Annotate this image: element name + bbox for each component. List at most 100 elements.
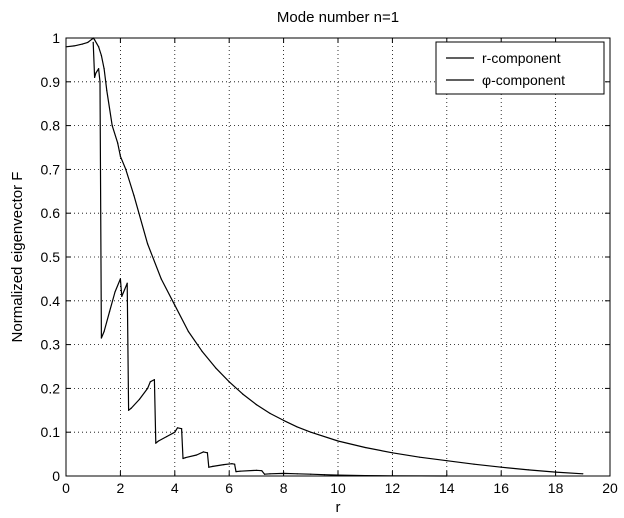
- grid: [66, 38, 610, 476]
- series-0-point: [473, 463, 475, 465]
- chart-title: Mode number n=1: [277, 9, 399, 26]
- series-0-point: [269, 412, 271, 414]
- series-0-point: [296, 426, 298, 428]
- legend: r-component φ-component: [435, 41, 605, 95]
- x-tick-label: 16: [493, 480, 509, 496]
- series-1-point: [195, 454, 198, 456]
- series-1-point: [155, 442, 157, 444]
- series-1-point: [323, 474, 325, 476]
- series-1-point: [93, 76, 96, 79]
- series-0-point: [93, 39, 96, 41]
- series-1-point: [166, 435, 168, 438]
- series-1-point: [261, 470, 263, 472]
- series-1-point: [103, 330, 105, 333]
- series-1-point: [182, 457, 184, 460]
- series-0-point: [364, 446, 366, 449]
- series-1-point: [138, 398, 141, 400]
- series-0-point: [446, 460, 448, 462]
- series-0-point: [228, 381, 230, 383]
- y-tick-label: 0.5: [41, 249, 61, 265]
- series-1-point: [269, 473, 271, 475]
- series-1-point: [149, 381, 151, 383]
- series-0-point: [106, 89, 108, 92]
- y-tick-label: 0.3: [41, 337, 61, 353]
- series-0-point: [73, 45, 75, 47]
- x-tick-label: 4: [171, 480, 179, 496]
- series-1-point: [92, 41, 94, 43]
- y-tick-label: 0.8: [41, 118, 61, 134]
- y-tick-label: 0.9: [41, 74, 61, 90]
- series-0-point: [500, 466, 502, 468]
- series-1-point: [130, 407, 132, 409]
- series-0-point: [242, 393, 244, 395]
- series-1-point: [212, 465, 214, 467]
- series-1-point: [202, 451, 204, 453]
- x-axis-label: r: [336, 499, 341, 516]
- series-1-point: [119, 278, 121, 280]
- legend-label: r-component: [482, 50, 561, 66]
- y-tick-label: 0.4: [41, 293, 61, 309]
- series-0-point: [215, 367, 217, 369]
- x-tick-label: 14: [439, 480, 455, 496]
- x-tick-label: 12: [385, 480, 401, 496]
- series-1-point: [223, 464, 225, 466]
- axis-ticks: 0 2 4 6 8 10 12 14 16 18 20 0 0.1 0.2 0.3 0.4 0.5 0.6 0.7 0…: [41, 30, 618, 496]
- series-0-point: [283, 419, 285, 421]
- series-1-point: [234, 463, 236, 465]
- series-1-point: [121, 295, 123, 298]
- series-0-point: [133, 195, 135, 197]
- x-tick-label: 10: [330, 480, 346, 496]
- series-1-point: [123, 289, 126, 291]
- series-1-point: [263, 473, 266, 475]
- y-tick-label: 0.6: [41, 205, 61, 221]
- series-1-point: [127, 409, 130, 411]
- series-0-point: [391, 452, 393, 454]
- y-tick-label: 0.2: [41, 380, 61, 396]
- series-1-point: [208, 466, 210, 468]
- series-1-point: [108, 311, 111, 313]
- series-1-point: [206, 452, 209, 454]
- series-1-point: [174, 431, 176, 433]
- y-axis-label: Normalized eigenvector F: [9, 172, 26, 343]
- series-1-point: [157, 440, 160, 442]
- x-tick-label: 0: [62, 480, 70, 496]
- series-0-point: [125, 168, 127, 170]
- series-0-point: [87, 41, 89, 43]
- series-1-point: [95, 72, 97, 74]
- series-1-point: [310, 473, 312, 475]
- series-0-point: [119, 155, 121, 157]
- series-0-point: [111, 125, 113, 127]
- series-0-point: [98, 46, 100, 48]
- x-tick-label: 6: [225, 480, 233, 496]
- series-1-point: [176, 427, 179, 429]
- series-1-point: [181, 428, 183, 430]
- series-1-point: [126, 282, 128, 284]
- x-tick-label: 8: [280, 480, 288, 496]
- series-0-point: [527, 469, 530, 471]
- y-tick-label: 0.7: [41, 161, 61, 177]
- series-1-point: [153, 379, 155, 381]
- y-tick-label: 0.1: [41, 424, 61, 440]
- x-tick-label: 20: [602, 480, 618, 496]
- series-0-point: [582, 473, 584, 475]
- x-tick-label: 2: [117, 480, 125, 496]
- series-1-point: [147, 387, 149, 389]
- series-1-point: [296, 473, 298, 475]
- series-0-point: [337, 440, 339, 442]
- series-0-point: [147, 243, 149, 245]
- series-0-point: [100, 54, 102, 57]
- series-0-point: [310, 431, 312, 433]
- series-1-point: [185, 457, 187, 459]
- series-0-point: [174, 304, 176, 306]
- series-1-point: [99, 81, 101, 83]
- y-tick-label: 0: [52, 468, 60, 484]
- series-0-point: [255, 404, 257, 406]
- series-0-point: [201, 350, 203, 352]
- series-1-point: [114, 291, 116, 293]
- series-0-point: [81, 43, 83, 45]
- series-0-point: [419, 456, 421, 458]
- legend-box: [435, 41, 605, 95]
- series-0-point: [117, 142, 119, 144]
- x-tick-label: 18: [548, 480, 564, 496]
